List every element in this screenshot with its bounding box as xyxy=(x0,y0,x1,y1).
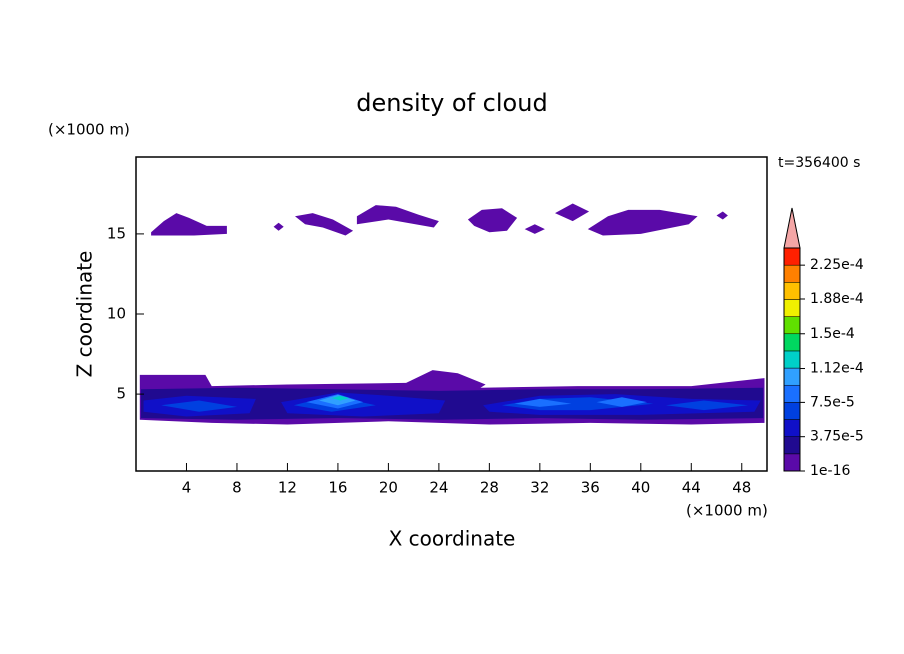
colorbar-band xyxy=(783,402,801,420)
contour-region xyxy=(514,398,572,407)
x-tick-label: 4 xyxy=(182,479,192,497)
contour-region xyxy=(151,213,227,236)
x-tick-label: 28 xyxy=(480,479,499,497)
colorbar-tick-label: 1.12e-4 xyxy=(810,361,864,377)
colorbar-band xyxy=(783,367,801,386)
contour-region xyxy=(467,208,518,233)
y-tick-label: 5 xyxy=(116,385,126,403)
x-tick-label: 36 xyxy=(581,479,600,497)
contour-region xyxy=(666,400,749,411)
contour-region xyxy=(161,400,237,412)
x-tick-label: 16 xyxy=(328,479,347,497)
y-tick-label: 10 xyxy=(107,305,126,323)
contour-region xyxy=(555,203,590,222)
x-tick-label: 20 xyxy=(379,479,398,497)
colorbar-band xyxy=(783,316,801,335)
x-tick-label: 32 xyxy=(530,479,549,497)
colorbar-tick-label: 2.25e-4 xyxy=(810,257,864,273)
contour-region xyxy=(295,213,354,236)
x-tick-label: 40 xyxy=(631,479,650,497)
colorbar-extend xyxy=(783,207,801,249)
y-axis-label: Z coordinate xyxy=(73,251,97,378)
colorbar-band xyxy=(783,264,801,283)
y-unit: (×1000 m) xyxy=(48,121,130,139)
x-tick-label: 8 xyxy=(232,479,242,497)
time-label: t=356400 s xyxy=(778,155,860,171)
colorbar-band xyxy=(783,247,801,266)
x-tick-label: 48 xyxy=(732,479,751,497)
colorbar-tick-label: 7.5e-5 xyxy=(810,394,855,410)
colorbar-band xyxy=(783,436,801,455)
x-axis-label: X coordinate xyxy=(389,527,516,551)
colorbar-tick-label: 1.5e-4 xyxy=(810,326,855,342)
y-tick-label: 15 xyxy=(107,224,126,242)
colorbar-band xyxy=(783,419,801,437)
contour-region xyxy=(524,224,545,234)
x-tick-label: 12 xyxy=(278,479,297,497)
contour-region xyxy=(319,394,356,406)
contour-region xyxy=(716,211,728,220)
contour-region xyxy=(596,397,648,407)
colorbar-tick-label: 1e-16 xyxy=(810,463,850,479)
chart-title: density of cloud xyxy=(356,89,547,117)
colorbar-tick-label: 1.88e-4 xyxy=(810,291,864,307)
colorbar-band xyxy=(783,333,801,352)
x-tick-label: 44 xyxy=(682,479,701,497)
colorbar-band xyxy=(783,282,801,300)
contour-region xyxy=(356,205,439,228)
colorbar-band xyxy=(783,350,801,369)
colorbar-band xyxy=(783,299,801,317)
colorbar-band xyxy=(783,384,801,403)
contour-region xyxy=(331,395,350,401)
contour-region xyxy=(273,222,284,231)
contour-region xyxy=(587,209,698,236)
colorbar-band xyxy=(783,453,801,472)
colorbar-tick-label: 3.75e-5 xyxy=(810,429,864,445)
x-unit: (×1000 m) xyxy=(686,502,768,520)
colorbar-frame xyxy=(783,247,801,472)
x-tick-label: 24 xyxy=(429,479,448,497)
